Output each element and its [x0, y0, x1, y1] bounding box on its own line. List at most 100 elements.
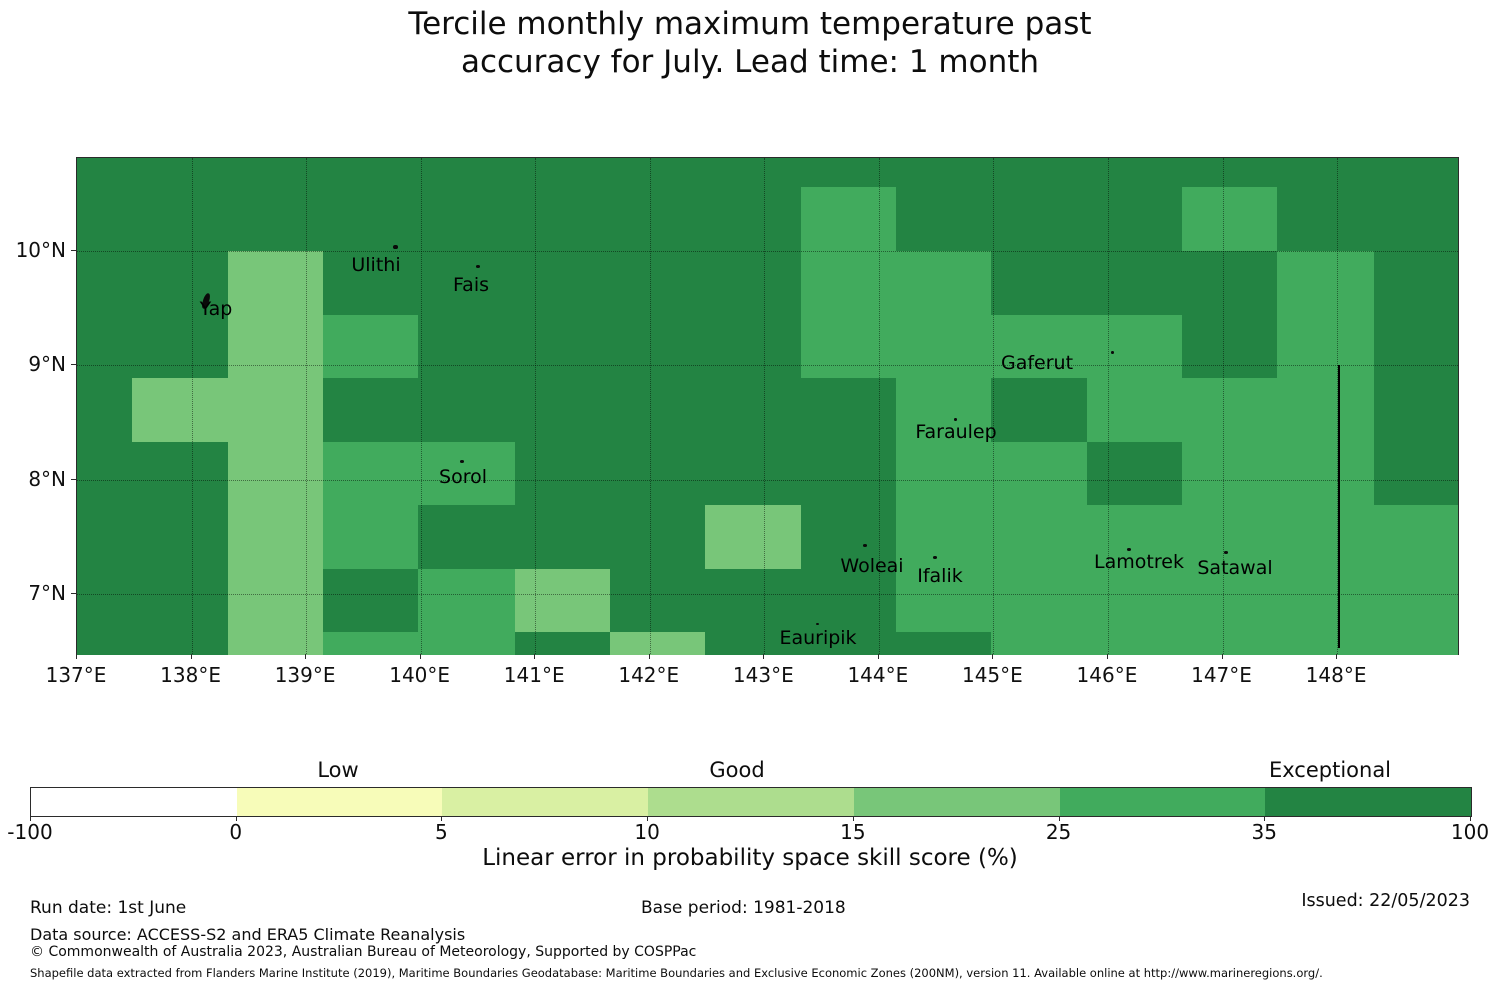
map-cell [704, 631, 802, 655]
map-cell [1087, 568, 1183, 633]
map-cell [77, 568, 133, 633]
map-cell [323, 631, 419, 655]
map-cell [228, 377, 324, 443]
map-cell [1277, 504, 1375, 570]
map-cell [704, 377, 802, 443]
map-cell [323, 568, 419, 633]
map-cell [1373, 377, 1458, 443]
map-cell [800, 441, 897, 506]
map-cell [323, 504, 419, 570]
map-cell [77, 158, 133, 188]
colorbar-segment [236, 788, 443, 816]
chart-title-line-1: Tercile monthly maximum temperature past [408, 6, 1092, 42]
map-cell [131, 504, 229, 570]
x-tick-label: 142°E [618, 663, 680, 687]
map-cell [131, 186, 229, 252]
map-cell [1182, 441, 1279, 506]
map-plot-area [76, 157, 1459, 655]
map-cell [991, 631, 1088, 655]
colorbar-segment [442, 788, 649, 816]
map-cell [991, 504, 1088, 570]
map-cell [323, 158, 419, 188]
map-cell [991, 568, 1088, 633]
map-cell [609, 504, 706, 570]
meridian-gridline [191, 158, 193, 654]
map-cell [896, 568, 992, 633]
map-cell [131, 631, 229, 655]
map-cell [704, 315, 802, 379]
colorbar-tick-label: 25 [1045, 820, 1072, 844]
map-cell [418, 251, 516, 316]
chart-title-line-2: accuracy for July. Lead time: 1 month [460, 44, 1040, 80]
map-cell [1277, 158, 1375, 188]
map-cell [704, 504, 802, 570]
map-cell [991, 441, 1088, 506]
map-cell [896, 251, 992, 316]
map-cell [609, 186, 706, 252]
map-cell [1087, 186, 1183, 252]
map-cell [609, 315, 706, 379]
colorbar-category-label: Exceptional [1268, 758, 1392, 782]
y-tick-label: 9°N [28, 352, 66, 377]
map-cell [896, 377, 992, 443]
colorbar-tick-label: 5 [435, 820, 448, 844]
map-cell [991, 377, 1088, 443]
colorbar-category-label: Good [709, 758, 765, 782]
map-cell [1373, 158, 1458, 188]
y-tick-label: 7°N [28, 580, 66, 605]
map-cell [131, 158, 229, 188]
map-cell [896, 631, 992, 655]
map-cell [1277, 568, 1375, 633]
map-cell [1182, 315, 1279, 379]
map-cell [77, 186, 133, 252]
map-cell [1373, 441, 1458, 506]
map-cell [800, 158, 897, 188]
map-cell [1087, 251, 1183, 316]
map-cell [1182, 504, 1279, 570]
map-cell [1182, 377, 1279, 443]
base-period-text: Base period: 1981-2018 [641, 898, 846, 918]
map-cell [1373, 631, 1458, 655]
colorbar-segment [1059, 788, 1266, 816]
map-cell [228, 631, 324, 655]
map-cell [323, 186, 419, 252]
colorbar-tick-label: 10 [634, 820, 660, 844]
map-cell [514, 441, 611, 506]
map-cell [323, 315, 419, 379]
map-cell [418, 377, 516, 443]
map-cell [704, 441, 802, 506]
map-cell [77, 251, 133, 316]
map-cell [77, 631, 133, 655]
map-cell [1182, 251, 1279, 316]
map-cell [1087, 377, 1183, 443]
x-tick-label: 141°E [503, 663, 565, 687]
map-cell [704, 568, 802, 633]
map-cell [1087, 631, 1183, 655]
map-cell [418, 568, 516, 633]
meridian-gridline [1107, 158, 1109, 654]
map-cell [1373, 504, 1458, 570]
meridian-gridline [1222, 158, 1224, 654]
map-cell [514, 504, 611, 570]
map-cell [991, 186, 1088, 252]
map-cell [1373, 568, 1458, 633]
x-tick-label: 139°E [274, 663, 336, 687]
y-tick-label: 8°N [28, 466, 66, 491]
map-cell [323, 441, 419, 506]
map-cell [131, 441, 229, 506]
parallel-gridline [77, 593, 1458, 595]
copyright-text: © Commonwealth of Australia 2023, Austra… [30, 944, 697, 960]
map-cell [418, 315, 516, 379]
parallel-gridline [77, 251, 1458, 252]
meridian-gridline [1337, 158, 1339, 654]
issued-date-text: Issued: 22/05/2023 [1301, 891, 1470, 911]
map-cell [991, 251, 1088, 316]
colorbar-tick-label: 35 [1251, 820, 1278, 844]
map-cell [1182, 631, 1279, 655]
colorbar-tick-label: -100 [7, 820, 53, 844]
map-cell [131, 315, 229, 379]
colorbar [30, 787, 1472, 817]
colorbar-category-label: Low [317, 758, 359, 782]
map-cell [609, 158, 706, 188]
colorbar-segment [31, 788, 238, 816]
